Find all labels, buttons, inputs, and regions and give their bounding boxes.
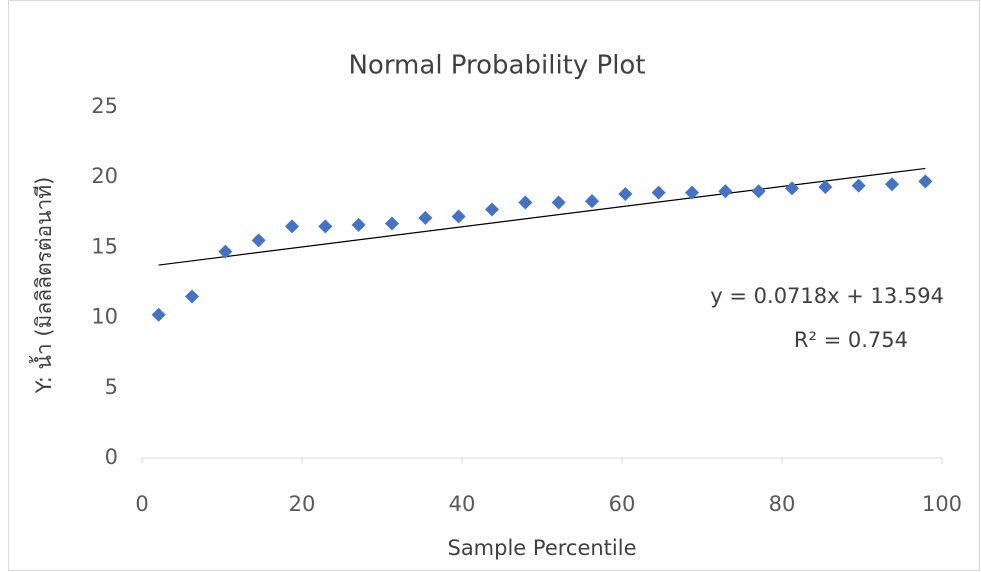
point	[818, 180, 833, 195]
chart-title: Normal Probability Plot	[348, 51, 645, 81]
trendline	[158, 167, 926, 266]
point	[585, 194, 599, 209]
trendline-equation: y = 0.0718x + 13.594	[710, 284, 944, 308]
y-tick-label: 5	[105, 375, 118, 399]
x-tick-label: 80	[769, 492, 796, 516]
chart-frame	[8, 0, 980, 571]
y-tick-label: 10	[91, 305, 118, 329]
point	[318, 219, 333, 234]
point	[151, 307, 166, 322]
point	[218, 244, 233, 259]
x-tick-label: 40	[449, 492, 476, 516]
point	[751, 184, 766, 199]
point	[285, 219, 299, 234]
x-tick-label: 60	[609, 492, 636, 516]
x-tick-label: 0	[135, 492, 148, 516]
point	[385, 216, 399, 231]
y-axis-title: Y: น้ำ (มิลลิลิตรต่อนาที)	[29, 177, 56, 395]
x-tick-label: 20	[289, 492, 316, 516]
point	[651, 185, 666, 200]
point	[451, 209, 466, 224]
y-tick-label: 15	[91, 234, 118, 258]
point	[551, 195, 566, 210]
point	[518, 195, 533, 210]
trendline-r2: R² = 0.754	[794, 328, 908, 352]
point	[485, 202, 499, 217]
point	[785, 181, 799, 196]
y-tick-label: 0	[105, 445, 118, 469]
y-tick-label: 20	[91, 164, 118, 188]
point	[718, 184, 733, 199]
x-tick-label: 100	[922, 492, 962, 516]
point	[185, 289, 199, 304]
point	[251, 233, 266, 248]
point	[918, 174, 933, 189]
x-axis-title: Sample Percentile	[447, 536, 636, 560]
point	[885, 177, 899, 192]
point	[351, 217, 366, 232]
point	[685, 185, 699, 200]
point	[418, 210, 433, 225]
point	[618, 187, 633, 202]
y-tick-label: 25	[91, 94, 118, 118]
point	[851, 178, 866, 193]
